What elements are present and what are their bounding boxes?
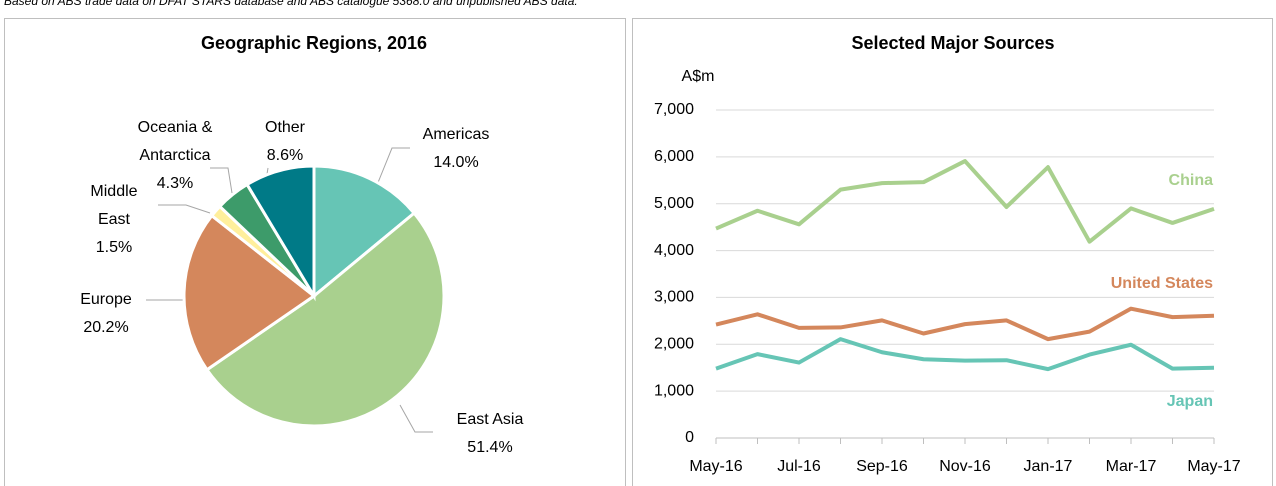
leader-line	[374, 147, 410, 191]
panel	[4, 18, 626, 486]
x-tick-label: Jul-16	[777, 458, 821, 475]
pie-label-value: 20.2%	[83, 319, 129, 336]
series-line	[715, 337, 1215, 372]
pie-label: Other 8.6%	[265, 114, 305, 170]
pie-label: Middle East 1.5%	[84, 178, 144, 262]
x-tick-label: Sep-16	[856, 458, 908, 475]
y-tick-label: 0	[685, 429, 694, 446]
pie-slice	[182, 213, 317, 372]
x-tick-label: Jan-17	[1024, 458, 1073, 475]
pie-label-name: Oceania & Antarctica	[137, 119, 213, 164]
x-tick-label: Nov-16	[939, 458, 991, 475]
y-axis-label: A$m	[682, 68, 715, 85]
pie-label-name: Middle East	[90, 183, 138, 228]
pie-label-name: Europe	[80, 291, 132, 308]
pie-label-value: 14.0%	[433, 154, 479, 171]
series-label: United States	[1111, 275, 1213, 292]
y-tick-label: 1,000	[654, 382, 694, 399]
leader-line	[158, 204, 211, 214]
series-line	[715, 306, 1215, 342]
chart-title: Geographic Regions, 2016	[201, 33, 427, 53]
chart-title: Selected Major Sources	[851, 33, 1054, 53]
x-tick-label: May-17	[1187, 458, 1240, 475]
leader-line	[399, 404, 433, 433]
pie-label-name: Other	[264, 119, 306, 136]
pie-label-name: East Asia	[456, 411, 524, 428]
series-label: Japan	[1167, 393, 1213, 410]
pie-label-value: 1.5%	[95, 239, 133, 256]
y-tick-label: 3,000	[654, 289, 694, 306]
pie-slice	[245, 164, 316, 302]
y-tick-label: 2,000	[654, 336, 694, 353]
y-tick-label: 7,000	[654, 101, 694, 118]
pie-label-value: 51.4%	[467, 439, 513, 456]
series-label: China	[1169, 172, 1214, 189]
series-line	[715, 159, 1215, 244]
y-tick-label: 4,000	[654, 242, 694, 259]
pie-slice	[204, 211, 446, 428]
x-tick-label: May-16	[689, 458, 742, 475]
y-tick-label: 6,000	[654, 148, 694, 165]
pie-label: East Asia 51.4%	[457, 406, 524, 462]
x-tick-label: Mar-17	[1106, 458, 1157, 475]
pie-label: Americas 14.0%	[423, 121, 490, 177]
pie-label-value: 8.6%	[266, 147, 304, 164]
leader-line	[210, 167, 233, 194]
pie-label: Europe 20.2%	[80, 286, 132, 342]
pie-slice	[312, 164, 417, 300]
pie-label-value: 4.3%	[156, 175, 194, 192]
pie-label: Oceania & Antarctica 4.3%	[120, 114, 230, 198]
panel	[632, 18, 1273, 486]
pie-label-name: Americas	[422, 126, 490, 143]
y-tick-label: 5,000	[654, 195, 694, 212]
source-note: Based on ABS trade data on DFAT STARS da…	[4, 0, 578, 8]
